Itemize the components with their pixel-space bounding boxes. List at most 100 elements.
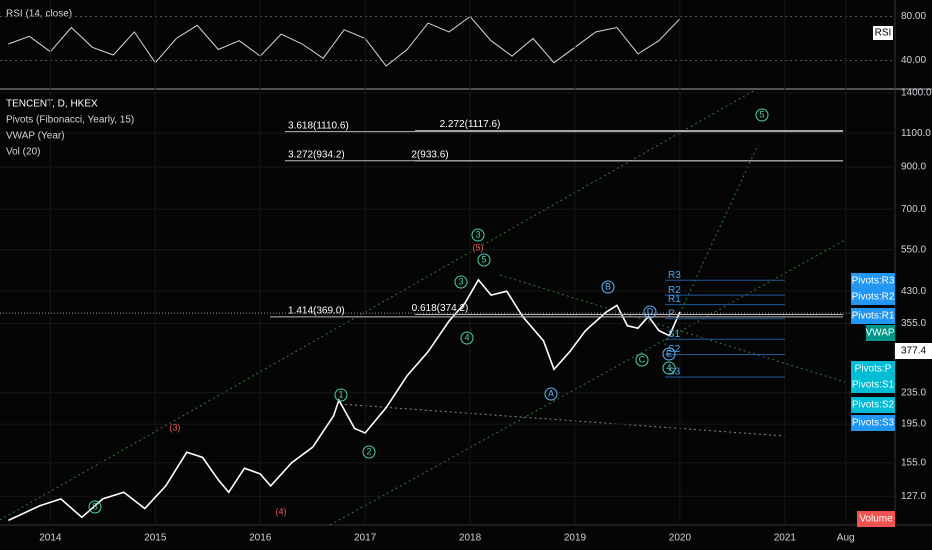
fib-label: 1.414(369.0) xyxy=(288,306,345,317)
y-tick-label: 155.0 xyxy=(901,457,926,468)
price-line xyxy=(8,15,681,67)
wave-circle xyxy=(635,353,649,367)
legend-entry: Vol (20) xyxy=(6,147,40,158)
pivot-label: S3 xyxy=(668,367,681,378)
pivot-tag: Pivots:R2 xyxy=(852,292,895,303)
pivot-tag: Pivots:R1 xyxy=(852,311,895,322)
wave-label: 5 xyxy=(481,254,486,264)
wave-label: A xyxy=(548,388,554,398)
pivot-label: R3 xyxy=(668,270,681,281)
wave-label: C xyxy=(639,354,646,364)
x-tick-label: 2016 xyxy=(249,533,272,544)
y-tick-label: 40.00 xyxy=(901,55,926,66)
symbol-title: TENCENT, D, HKEX xyxy=(6,99,98,110)
rsi-title: RSI (14, close) xyxy=(6,9,72,20)
legend-entry: VWAP (Year) xyxy=(6,131,65,142)
pivot-tag-box xyxy=(851,289,895,305)
y-tick-label: 355.0 xyxy=(901,318,926,329)
pivot-tag: Pivots:S3 xyxy=(852,418,895,429)
wave-circle xyxy=(544,387,558,401)
pivot-tag-box xyxy=(851,273,895,289)
wave-label: 3 xyxy=(458,276,463,286)
y-tick-label: 430.0 xyxy=(901,286,926,297)
wave-label: 4 xyxy=(666,362,671,372)
wave-circle xyxy=(334,388,348,402)
volume-tag-box xyxy=(857,511,895,527)
pivot-tag-box xyxy=(851,361,895,377)
y-tick-label: 235.0 xyxy=(901,387,926,398)
y-tick-label: 1100.0 xyxy=(901,128,931,139)
last-price-box xyxy=(895,343,932,359)
wave-circle xyxy=(460,331,474,345)
vwap-tag-box xyxy=(866,325,895,341)
x-tick-label: 2018 xyxy=(459,533,482,544)
pivot-tag: Pivots:R3 xyxy=(852,276,895,287)
wave-label: 5 xyxy=(759,109,764,119)
y-tick-label: 127.0 xyxy=(901,491,926,502)
pivot-label: R1 xyxy=(668,294,681,305)
rsi-tag: RSI xyxy=(875,28,892,39)
wave-label: 2 xyxy=(366,446,371,456)
wave-label: B xyxy=(605,281,611,291)
pivot-tag-box xyxy=(851,415,895,431)
x-tick-label: 2020 xyxy=(669,533,692,544)
wave-circle xyxy=(755,108,769,122)
pivot-tag: Pivots:P xyxy=(855,364,892,375)
y-tick-label: 700.0 xyxy=(901,204,926,215)
wave-circle xyxy=(362,445,376,459)
fib-label: 3.272(934.2) xyxy=(288,149,345,160)
wave-circle xyxy=(601,280,615,294)
price-line xyxy=(8,278,681,522)
wave-label: S xyxy=(92,501,98,511)
y-tick-label: 900.0 xyxy=(901,162,926,173)
y-tick-label: 195.0 xyxy=(901,419,926,430)
wave-label: (4) xyxy=(276,506,287,516)
pivot-label: S1 xyxy=(668,329,681,340)
channel-line xyxy=(329,239,846,526)
wave-label: 1 xyxy=(338,389,343,399)
wave-label: D xyxy=(647,306,654,316)
wave-circle xyxy=(643,305,657,319)
pivot-label: R2 xyxy=(668,285,681,296)
pivot-tag: Pivots:S2 xyxy=(852,400,895,411)
vwap-tag: VWAP xyxy=(865,328,894,339)
pivot-label: P xyxy=(668,308,675,319)
wave-circle xyxy=(477,253,491,267)
wave-circle xyxy=(88,500,102,514)
pivot-tag: Pivots:S1 xyxy=(852,380,895,391)
x-tick-label: 2014 xyxy=(39,533,62,544)
pivot-label: S2 xyxy=(668,344,681,355)
x-tick-label: 2021 xyxy=(774,533,797,544)
x-tick-label: Aug xyxy=(837,533,855,544)
rsi-tag-box xyxy=(873,26,893,40)
wave-circle xyxy=(454,275,468,289)
wave-label: 3 xyxy=(475,229,480,239)
wave-circle xyxy=(662,361,676,375)
projection-line xyxy=(664,144,759,346)
wave-label: E xyxy=(666,348,672,358)
pivot-tag-box xyxy=(851,397,895,413)
legend-entry: Pivots (Fibonacci, Yearly, 15) xyxy=(6,115,134,126)
wave-label: (5) xyxy=(473,242,484,252)
fib-label: 0.618(374.2) xyxy=(412,303,469,314)
last-price-tag: 377.4 xyxy=(901,346,926,357)
y-tick-label: 1400.0 xyxy=(901,87,932,98)
x-tick-label: 2015 xyxy=(144,533,167,544)
y-tick-label: 550.0 xyxy=(901,244,926,255)
fib-label: 2.272(1117.6) xyxy=(440,119,501,130)
fib-label: 2(933.6) xyxy=(411,149,448,160)
wave-circle xyxy=(662,347,676,361)
pivot-tag-box xyxy=(851,308,895,324)
x-tick-label: 2019 xyxy=(564,533,587,544)
pivot-tag-box xyxy=(851,377,895,393)
fib-label: 3.618(1110.6) xyxy=(288,120,349,131)
wave-label: 4 xyxy=(464,332,469,342)
volume-tag: Volume xyxy=(859,514,893,525)
y-tick-label: 80.00 xyxy=(901,11,926,22)
x-tick-label: 2017 xyxy=(354,533,377,544)
trend-line xyxy=(339,403,786,437)
wave-circle xyxy=(471,228,485,242)
wave-label: (3) xyxy=(170,422,181,432)
